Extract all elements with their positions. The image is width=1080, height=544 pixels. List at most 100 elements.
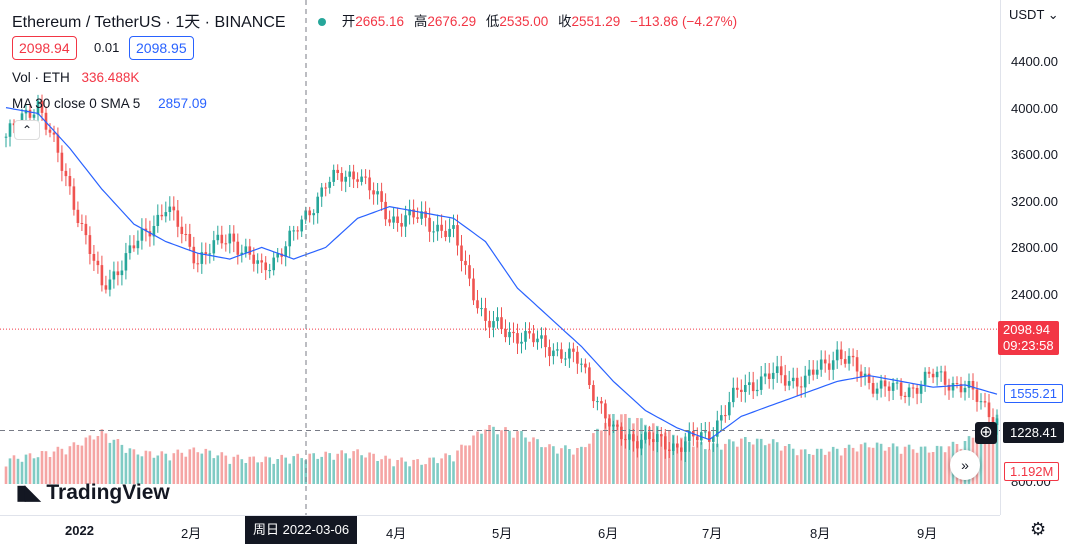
- candle: [871, 383, 875, 394]
- volume-bar: [520, 431, 523, 484]
- candle: [88, 235, 92, 254]
- price-tick: 4000.00: [1011, 101, 1058, 116]
- volume-bar: [835, 448, 839, 484]
- buy-button[interactable]: 2098.95: [129, 36, 194, 60]
- candle: [648, 432, 651, 440]
- candle: [572, 348, 575, 352]
- candle: [536, 338, 539, 343]
- candle: [855, 357, 859, 372]
- currency-selector[interactable]: USDT ⌄: [1009, 7, 1059, 22]
- candle: [608, 418, 611, 427]
- candle: [176, 210, 180, 227]
- candle: [831, 360, 835, 370]
- candle: [779, 366, 783, 376]
- volume-bar: [779, 450, 783, 484]
- candle: [4, 136, 8, 138]
- candle: [592, 385, 595, 402]
- candle: [843, 359, 847, 364]
- ma-legend[interactable]: MA 30 close 0 SMA 5 2857.09: [12, 96, 207, 111]
- chevron-down-icon: ⌄: [1047, 7, 1059, 22]
- volume-bar: [80, 445, 84, 484]
- price-chart[interactable]: [0, 0, 1000, 515]
- volume-bar: [524, 437, 527, 484]
- candle: [915, 388, 919, 394]
- candle: [376, 191, 379, 195]
- price-axis[interactable]: USDT ⌄ 4400.00 4000.00 3600.00 3200.00 2…: [1000, 0, 1080, 515]
- spread-value: 0.01: [94, 40, 120, 55]
- candle: [164, 212, 168, 217]
- volume-bar: [500, 430, 503, 484]
- volume-bar: [783, 446, 787, 484]
- volume-bar: [492, 426, 495, 484]
- volume-legend[interactable]: Vol · ETH 336.488K: [12, 70, 139, 85]
- candle: [68, 176, 72, 187]
- scroll-to-realtime-button[interactable]: »: [950, 450, 980, 480]
- low-value: 2535.00: [499, 14, 549, 29]
- candle: [144, 228, 148, 232]
- candle: [887, 386, 891, 391]
- candle: [975, 389, 979, 402]
- candle: [428, 217, 431, 232]
- tradingview-logo[interactable]: ▮◣ TradingView: [16, 480, 170, 505]
- settings-gear-icon[interactable]: ⚙: [1030, 519, 1047, 539]
- symbol-title[interactable]: Ethereum / TetherUS · 1天 · BINANCE: [12, 14, 286, 31]
- volume-bar: [496, 434, 499, 484]
- candle: [132, 245, 136, 249]
- candle: [492, 321, 495, 328]
- tradingview-logo-icon: ▮◣: [16, 482, 40, 504]
- candle: [112, 271, 116, 280]
- volume-bar: [416, 459, 419, 484]
- candle: [596, 401, 599, 403]
- high-value: 2676.29: [427, 14, 477, 29]
- candle: [712, 436, 715, 442]
- candle: [44, 112, 48, 130]
- time-axis[interactable]: 2022 2月 4月 5月 6月 7月 8月 9月 周日 2022-03-06: [0, 515, 1000, 544]
- candle: [64, 170, 68, 177]
- volume-bar: [863, 442, 867, 484]
- volume-bar: [560, 448, 563, 484]
- candle: [468, 265, 471, 279]
- candle: [340, 173, 343, 182]
- volume-bar: [108, 442, 112, 484]
- volume-bar: [64, 454, 68, 484]
- volume-bar: [983, 424, 987, 484]
- candle: [879, 380, 883, 389]
- candle: [12, 123, 16, 126]
- volume-bar: [680, 437, 683, 484]
- volume-bar: [891, 443, 895, 484]
- candle: [284, 246, 287, 257]
- candle: [740, 389, 743, 392]
- volume-bar: [52, 451, 56, 484]
- candle: [180, 226, 184, 234]
- volume-bar: [72, 442, 76, 484]
- candle: [264, 262, 267, 271]
- candle: [620, 426, 623, 440]
- candle: [732, 387, 735, 403]
- volume-bar: [432, 457, 435, 484]
- candle: [895, 382, 899, 384]
- candle: [883, 380, 887, 387]
- market-status-icon: [318, 18, 326, 27]
- candle: [580, 363, 583, 365]
- volume-bar: [903, 446, 907, 484]
- add-plus-icon[interactable]: ⊕: [975, 422, 997, 444]
- candle: [632, 434, 635, 442]
- collapse-legend-chevron-up-icon[interactable]: ⌃: [14, 120, 40, 140]
- candle: [767, 373, 771, 379]
- volume-bar: [348, 458, 351, 484]
- volume-bar: [871, 447, 875, 484]
- volume-bar: [815, 448, 819, 484]
- candle: [104, 285, 108, 290]
- volume-bar: [867, 447, 871, 484]
- candle: [400, 223, 403, 227]
- volume-bar: [843, 448, 847, 484]
- volume-bar: [676, 443, 679, 484]
- volume-bar: [991, 422, 995, 484]
- volume-bar: [132, 449, 136, 484]
- candle: [20, 113, 24, 126]
- low-label: 低: [485, 14, 500, 29]
- sell-button[interactable]: 2098.94: [12, 36, 77, 60]
- candle: [208, 253, 212, 255]
- volume-bar: [931, 452, 935, 484]
- volume-bar: [336, 453, 339, 484]
